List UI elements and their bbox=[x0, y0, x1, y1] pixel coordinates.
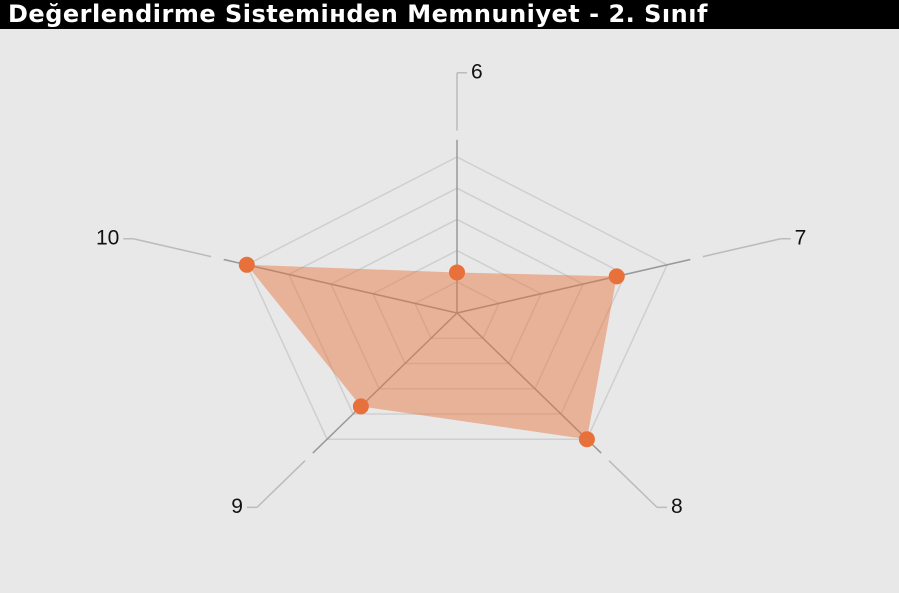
label-leader bbox=[256, 460, 306, 508]
axis-label: 8 bbox=[671, 495, 683, 518]
area bbox=[246, 264, 617, 440]
point bbox=[449, 264, 465, 281]
label-leader bbox=[133, 238, 212, 258]
point bbox=[578, 431, 595, 448]
grid-ring bbox=[287, 187, 627, 415]
label-leader bbox=[702, 238, 781, 258]
label-leader bbox=[608, 460, 658, 508]
point bbox=[608, 268, 625, 285]
point bbox=[238, 256, 255, 273]
point bbox=[352, 398, 369, 415]
chart-title: Değerlendirme Sistemінden Memnuniyet - 2… bbox=[0, 0, 899, 29]
grid-ring bbox=[245, 156, 669, 440]
axis-label: 6 bbox=[471, 60, 483, 83]
axis-line bbox=[456, 258, 691, 314]
grid-ring bbox=[413, 280, 501, 339]
axis-label: 7 bbox=[795, 226, 807, 249]
grid-ring bbox=[329, 218, 585, 390]
axis-label: 10 bbox=[96, 226, 119, 249]
axis-line bbox=[223, 258, 458, 314]
grid-ring bbox=[371, 249, 543, 365]
axis-line bbox=[312, 312, 458, 454]
axis-line bbox=[456, 312, 602, 454]
axis-label: 9 bbox=[231, 495, 243, 518]
